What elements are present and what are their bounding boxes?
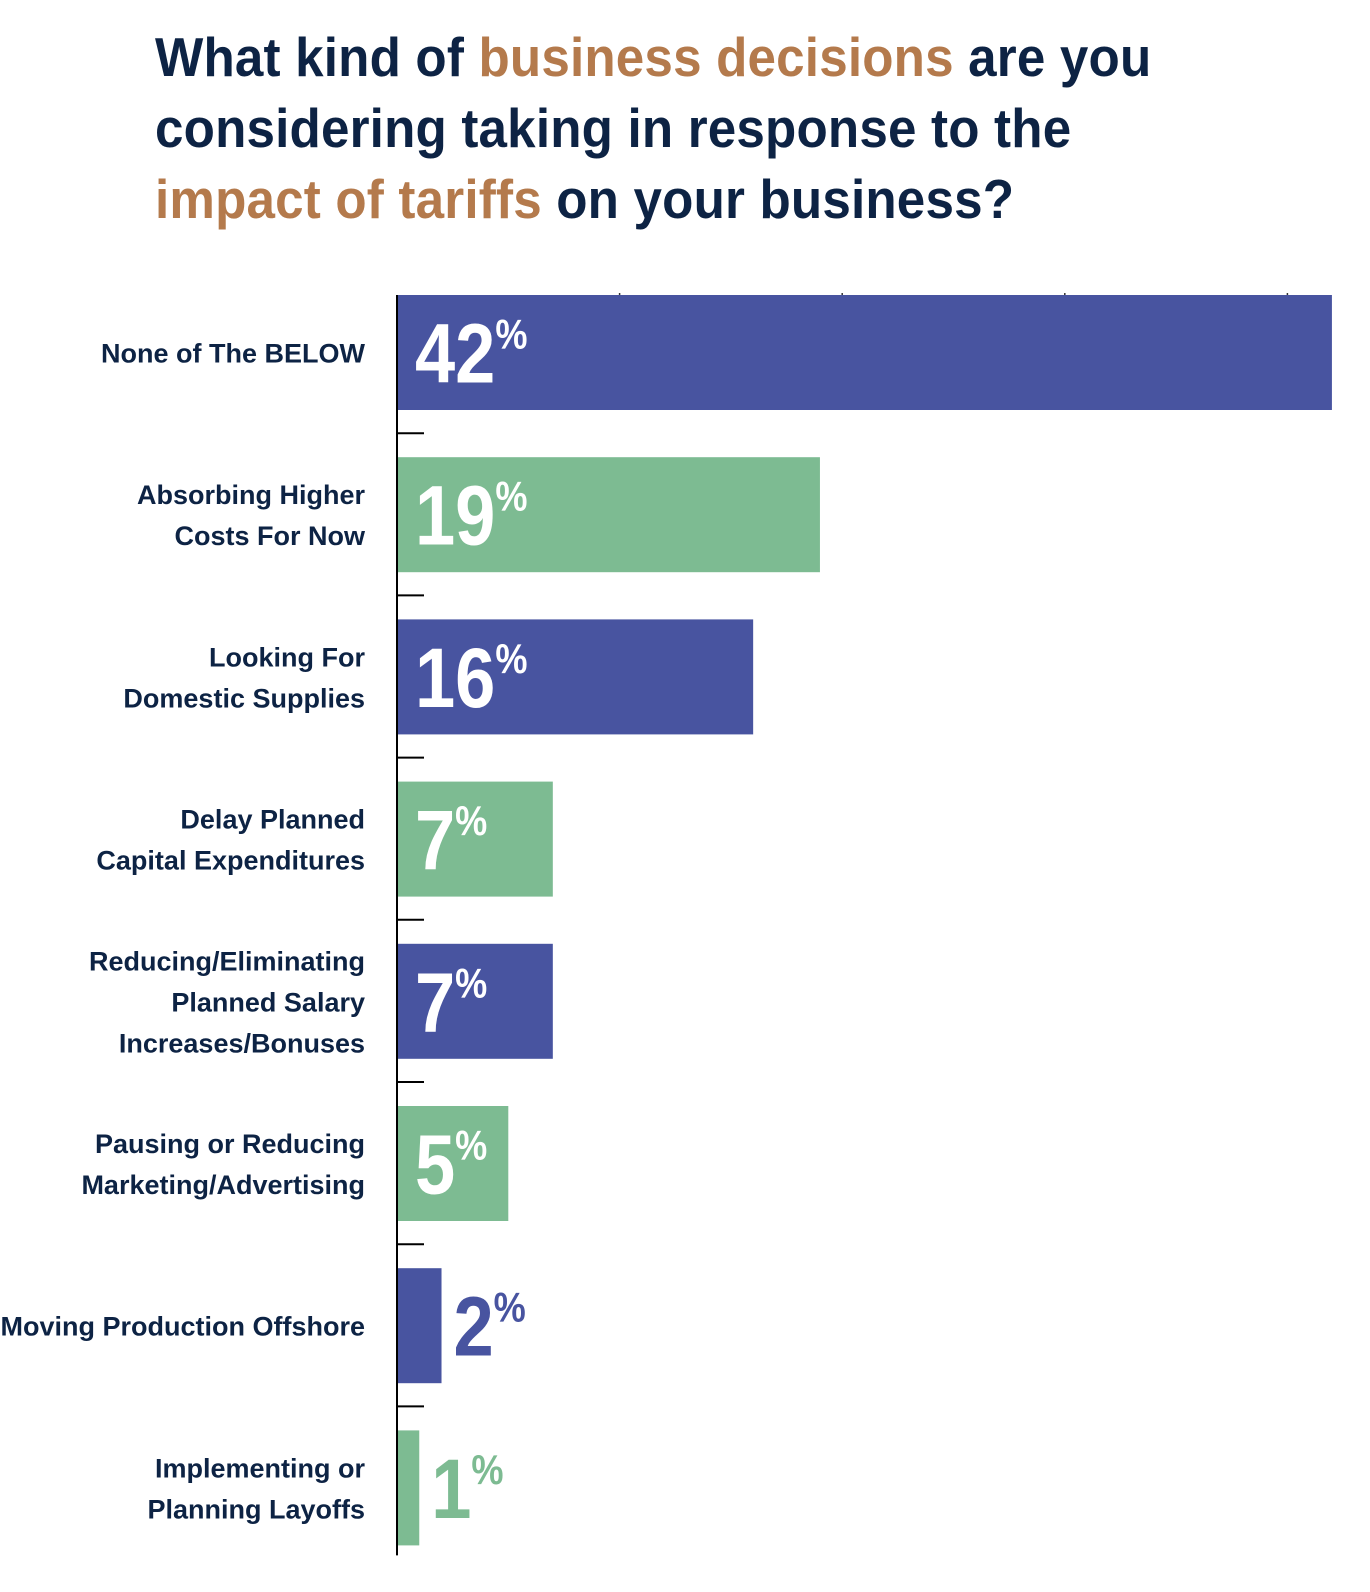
- bar: [397, 943, 553, 1059]
- category-label: Implementing or Planning Layoffs: [147, 1453, 365, 1524]
- category-label-line: None of The BELOW: [101, 339, 365, 369]
- bar: [397, 1268, 442, 1384]
- value-percent-sign: %: [494, 1285, 526, 1331]
- value-percent-sign: %: [455, 799, 487, 845]
- category-label-line: Planned Salary: [171, 987, 365, 1017]
- chart-title: What kind of business decisions are you …: [155, 22, 1225, 235]
- category-label: Reducing/Eliminating Planned Salary Increa…: [89, 946, 365, 1058]
- bar: [397, 619, 754, 735]
- category-label-line: Marketing/Advertising: [81, 1170, 365, 1200]
- bar: [397, 1430, 420, 1546]
- value-number: 19: [415, 469, 495, 563]
- value-label: 7%: [415, 793, 487, 887]
- category-label-line: Planning Layoffs: [147, 1494, 365, 1524]
- category-label-line: Reducing/Eliminating: [89, 946, 365, 976]
- category-label-line: Increases/Bonuses: [119, 1028, 365, 1058]
- value-number: 5: [415, 1117, 455, 1211]
- value-number: 1: [431, 1442, 471, 1536]
- value-label: 1%: [431, 1442, 503, 1536]
- value-label: 7%: [415, 955, 487, 1049]
- bar: [397, 295, 1332, 410]
- category-label: Delay Planned Capital Expenditures: [96, 805, 365, 876]
- value-percent-sign: %: [455, 1123, 487, 1169]
- value-label: 42%: [415, 306, 527, 400]
- bar: [397, 1106, 509, 1221]
- title-text: are you considering taking in response t…: [155, 26, 1152, 159]
- bar: [397, 457, 820, 573]
- value-number: 2: [454, 1280, 494, 1374]
- category-label: Looking For Domestic Supplies: [123, 642, 365, 713]
- title-highlight: business decisions: [478, 26, 954, 88]
- title-highlight: impact of tariffs: [155, 168, 542, 230]
- bar: [397, 781, 553, 897]
- category-label-line: Implementing or: [155, 1453, 366, 1483]
- value-number: 42: [415, 306, 495, 400]
- value-percent-sign: %: [455, 961, 487, 1007]
- title-text: What kind of: [155, 26, 479, 88]
- value-number: 7: [415, 793, 455, 887]
- value-label: 19%: [415, 469, 527, 563]
- category-label-line: Delay Planned: [180, 805, 365, 835]
- category-label-line: Moving Production Offshore: [1, 1312, 366, 1342]
- value-percent-sign: %: [495, 636, 527, 682]
- value-number: 7: [415, 955, 455, 1049]
- value-label: 16%: [415, 631, 527, 725]
- value-number: 16: [415, 631, 495, 725]
- category-label-line: Looking For: [209, 642, 365, 672]
- category-label: Moving Production Offshore: [1, 1312, 366, 1342]
- category-label: Pausing or Reducing Marketing/Advertising: [81, 1129, 365, 1200]
- title-text: on your business?: [541, 168, 1015, 230]
- category-label-line: Pausing or Reducing: [95, 1129, 365, 1159]
- category-label-line: Absorbing Higher: [137, 480, 365, 510]
- value-percent-sign: %: [495, 474, 527, 520]
- category-label-line: Costs For Now: [174, 521, 366, 551]
- value-percent-sign: %: [471, 1447, 503, 1493]
- value-percent-sign: %: [495, 312, 527, 358]
- category-label: Absorbing Higher Costs For Now: [137, 480, 366, 551]
- category-label: None of The BELOW: [101, 339, 365, 369]
- value-label: 2%: [454, 1280, 526, 1374]
- category-label-line: Domestic Supplies: [123, 683, 365, 713]
- value-label: 5%: [415, 1117, 487, 1211]
- category-label-line: Capital Expenditures: [96, 846, 365, 876]
